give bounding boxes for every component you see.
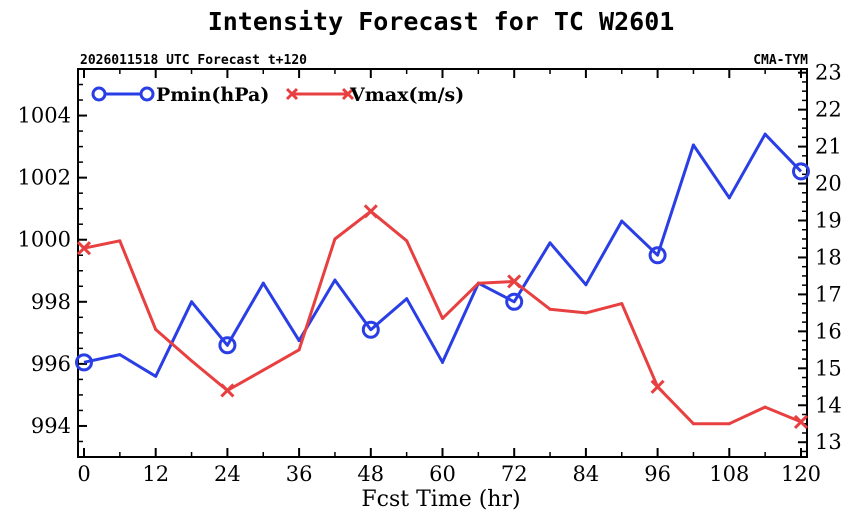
x-tick-label: 108 [709, 462, 749, 486]
pmin-hpa-point [405, 297, 409, 301]
y-right-tick-label: 13 [815, 430, 842, 454]
legend-vmax-label: Vmax(m/s) [349, 84, 464, 106]
pmin-hpa-point [691, 143, 695, 147]
vmax-m-s-marker [793, 414, 809, 429]
y-right-tick-label: 21 [815, 135, 842, 159]
chart-subtitle-right: CMA-TYM [753, 53, 808, 68]
x-tick-label: 48 [357, 462, 384, 486]
pmin-hpa-marker [792, 162, 810, 181]
vmax-m-s-point [405, 239, 409, 243]
vmax-m-s-point [476, 281, 480, 285]
x-tick-label: 36 [286, 462, 313, 486]
y-left-tick-label: 1004 [18, 104, 71, 128]
pmin-hpa-point [727, 196, 731, 200]
axis-ticks: 0 12 24 36 48 60 72 84 96 108 120 994 996 998 1000 1002… [18, 61, 842, 486]
vmax-m-s-marker [363, 204, 378, 219]
pmin-hpa-point [190, 300, 194, 304]
pmin-hpa-marker [361, 320, 380, 339]
vmax-m-s-point [261, 368, 265, 372]
pmin-hpa-point [154, 374, 158, 378]
y-right-tick-label: 14 [815, 393, 842, 417]
pmin-hpa-point [333, 278, 337, 282]
x-tick-label: 0 [77, 462, 90, 486]
plot-frame [77, 68, 808, 458]
legend-pmin-marker-right [139, 86, 155, 102]
x-axis-label: Fcst Time (hr) [361, 487, 520, 512]
y-right-tick-label: 23 [815, 61, 842, 85]
pmin-hpa-marker [648, 246, 667, 265]
vmax-m-s-marker [76, 241, 92, 256]
pmin-hpa-marker [75, 353, 93, 372]
pmin-hpa-point [620, 219, 624, 223]
vmax-m-s-point [691, 422, 695, 426]
vmax-m-s-marker [220, 383, 235, 398]
vmax-m-s-marker [507, 274, 522, 289]
pmin-hpa-marker [218, 336, 237, 355]
pmin-hpa-point [584, 283, 588, 287]
y-right-tick-label: 15 [815, 356, 842, 380]
pmin-hpa-point [118, 353, 122, 357]
legend-pmin-label: Pmin(hPa) [156, 84, 269, 106]
vmax-m-s-point [154, 328, 158, 332]
pmin-hpa-point [297, 339, 301, 343]
y-left-tick-label: 1000 [18, 228, 71, 252]
legend-pmin-marker-left [91, 86, 107, 102]
x-tick-label: 72 [501, 462, 528, 486]
vmax-m-s-point [333, 237, 337, 241]
series-lines [75, 132, 810, 429]
y-right-tick-label: 17 [815, 282, 842, 306]
x-tick-label: 84 [573, 462, 600, 486]
vmax-m-s-point [763, 405, 767, 409]
vmax-m-s-point [118, 239, 122, 243]
vmax-m-s-point [727, 422, 731, 426]
y-right-tick-label: 20 [815, 172, 842, 196]
pmin-hpa-marker [505, 292, 524, 311]
x-tick-label: 24 [214, 462, 241, 486]
pmin-hpa-line [83, 132, 803, 378]
vmax-m-s-point [441, 316, 444, 320]
pmin-hpa-point [763, 132, 767, 136]
x-tick-label: 120 [781, 462, 821, 486]
pmin-hpa-point [441, 360, 444, 364]
y-right-tick-label: 22 [815, 98, 842, 122]
y-left-tick-label: 998 [31, 290, 71, 314]
chart-title: Intensity Forecast for TC W2601 [208, 7, 675, 36]
vmax-m-s-marker [650, 379, 665, 394]
x-tick-label: 96 [644, 462, 671, 486]
y-right-tick-label: 19 [815, 209, 842, 233]
legend-vmax-marker-left [285, 87, 299, 101]
pmin-hpa-point [548, 241, 552, 245]
x-tick-label: 60 [429, 462, 456, 486]
legend: Pmin(hPa) Vmax(m/s) [91, 84, 464, 106]
y-left-tick-label: 994 [31, 414, 71, 438]
vmax-m-s-point [584, 311, 588, 315]
pmin-hpa-point [261, 281, 265, 285]
vmax-m-s-point [297, 348, 301, 352]
vmax-m-s-point [620, 302, 624, 306]
chart-subtitle-left: 2026011518 UTC Forecast t+120 [80, 53, 307, 68]
vmax-m-s-point [548, 307, 552, 311]
y-right-tick-label: 18 [815, 245, 842, 269]
y-left-tick-label: 1002 [18, 166, 71, 190]
x-tick-label: 12 [142, 462, 169, 486]
y-right-tick-label: 16 [815, 319, 842, 343]
vmax-m-s-point [190, 359, 194, 363]
legend-vmax-marker-right [341, 87, 355, 101]
y-left-tick-label: 996 [31, 352, 71, 376]
